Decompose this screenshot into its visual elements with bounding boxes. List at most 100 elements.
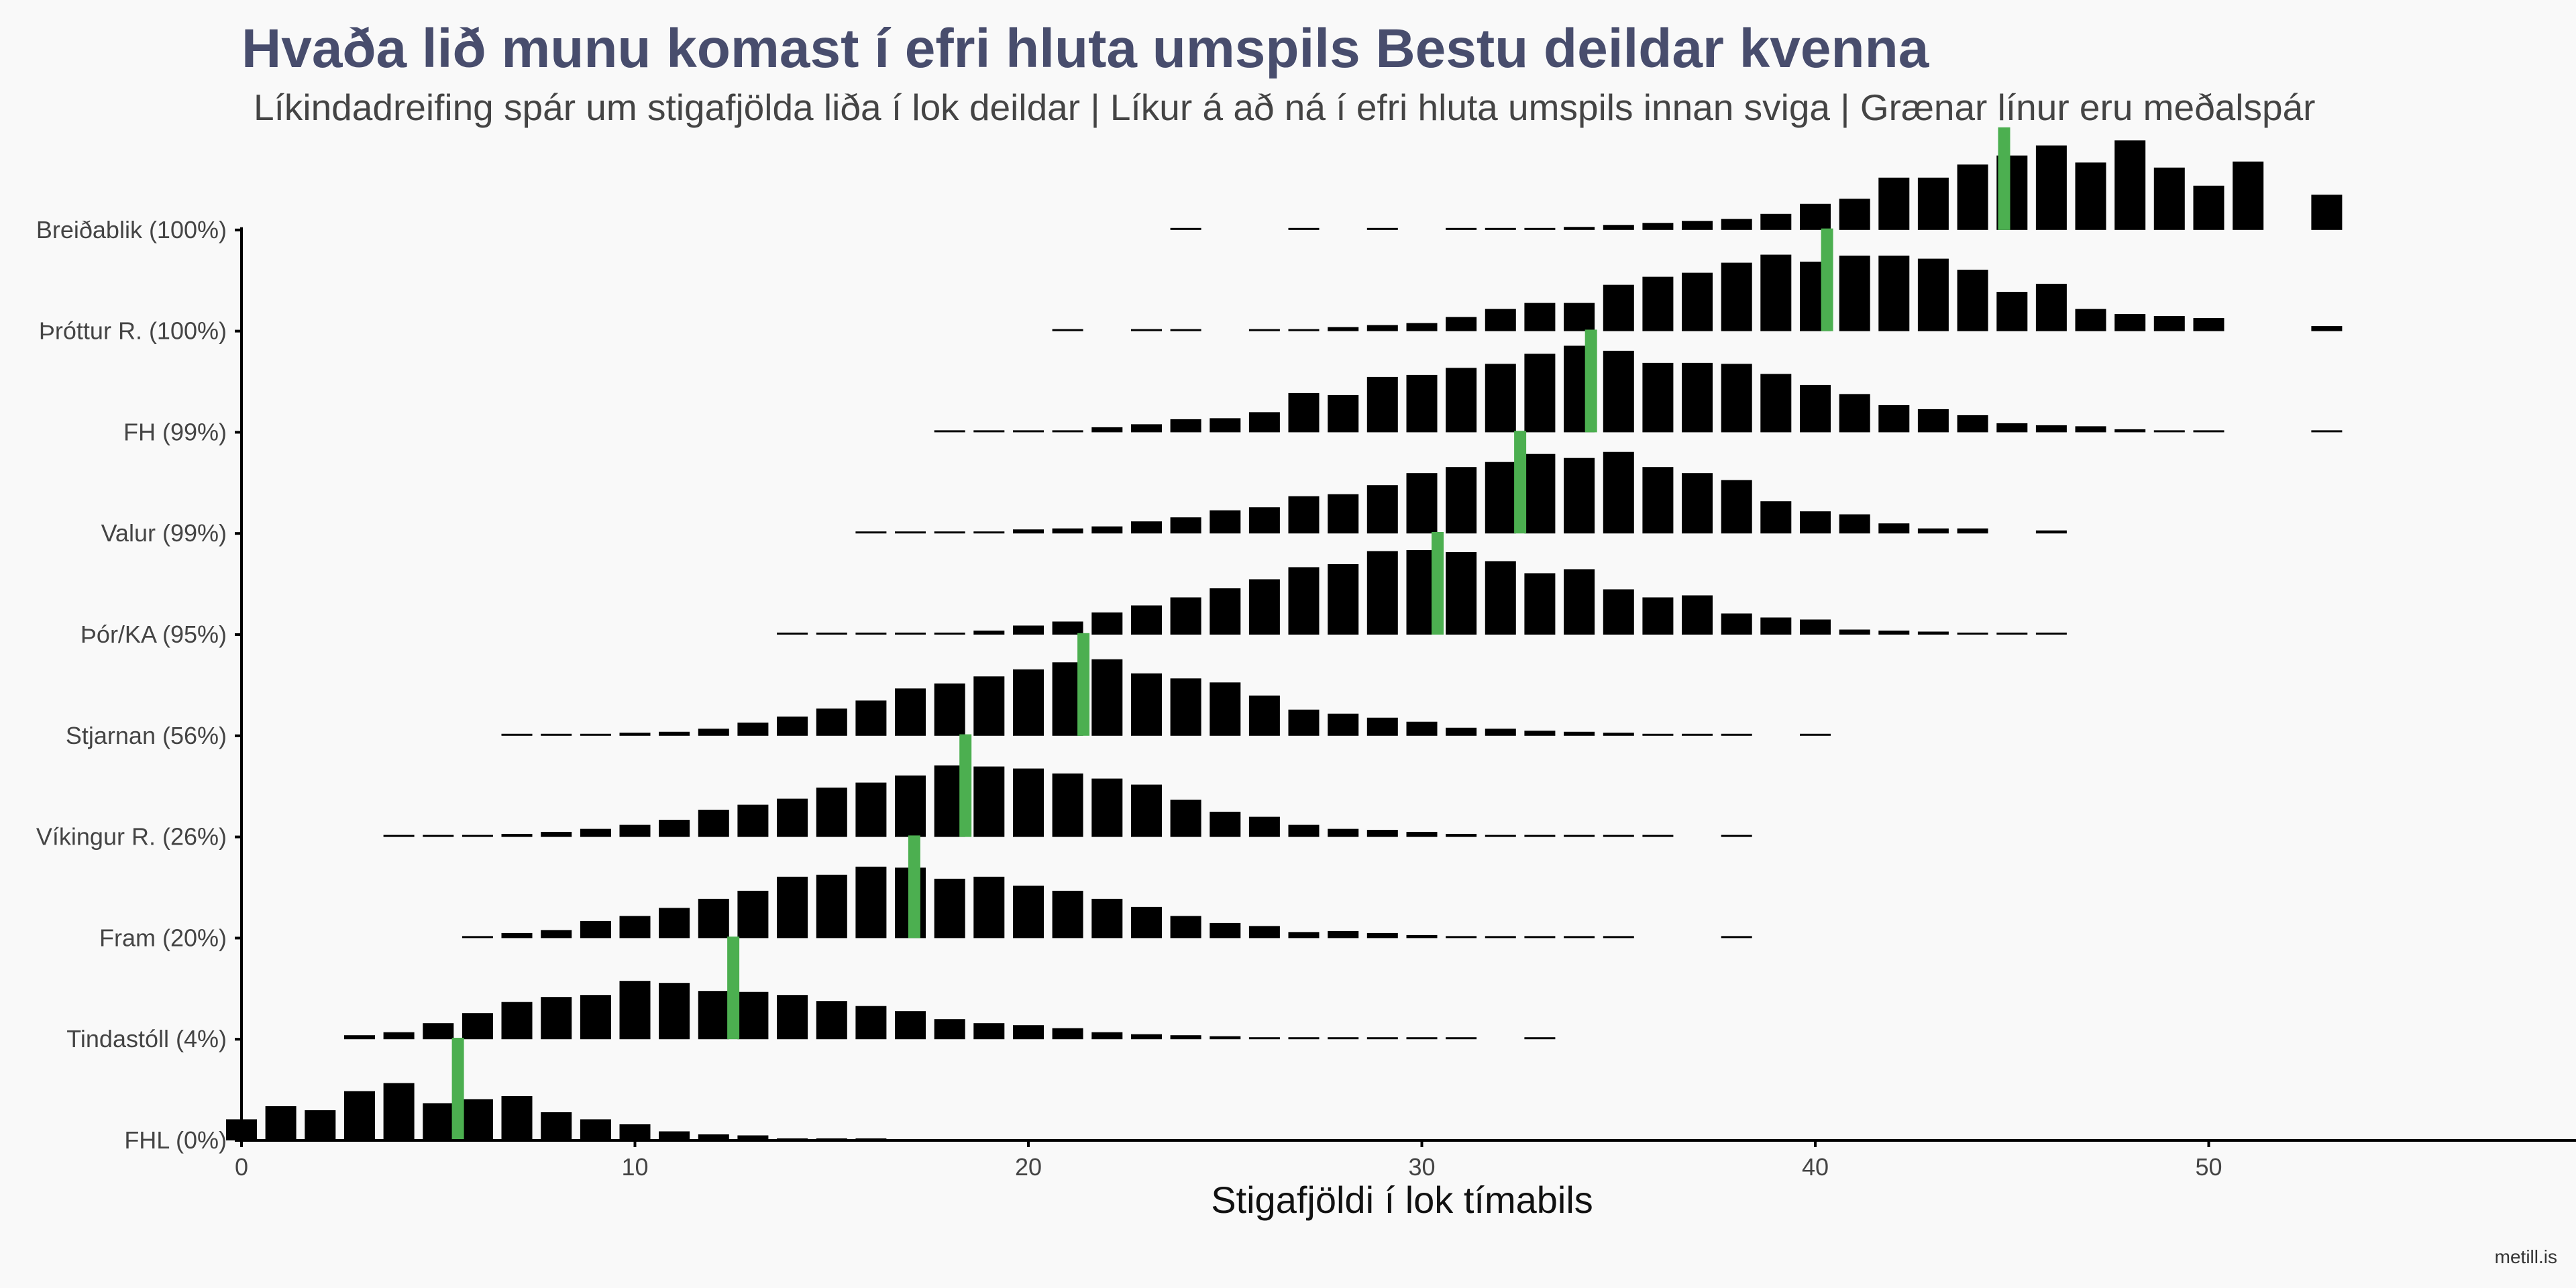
source-caption: metill.is [2494, 1246, 2557, 1267]
distribution-bar [698, 810, 729, 837]
distribution-bar [580, 828, 611, 837]
distribution-bar [855, 1006, 887, 1040]
distribution-bar [1210, 812, 1241, 837]
distribution-bar [1328, 494, 1359, 534]
distribution-bar [541, 733, 572, 736]
distribution-bar [855, 531, 887, 534]
distribution-bar [973, 676, 1005, 736]
distribution-bar [501, 932, 533, 938]
distribution-bar [1524, 1037, 1556, 1040]
distribution-bar [1485, 309, 1516, 331]
distribution-bar [973, 531, 1005, 534]
distribution-bar [1642, 223, 1674, 230]
distribution-bar [1248, 695, 1280, 736]
distribution-bar [2193, 430, 2224, 433]
distribution-bar [659, 731, 690, 736]
distribution-bar [1603, 936, 1634, 938]
distribution-bar [698, 1134, 729, 1140]
mean-marker [959, 734, 972, 837]
distribution-bar [1131, 329, 1162, 331]
distribution-bar [698, 898, 729, 938]
distribution-bar [1800, 619, 1831, 635]
distribution-bar [659, 908, 690, 938]
distribution-bar [1524, 731, 1556, 736]
distribution-bar [1642, 276, 1674, 331]
distribution-bar [1446, 227, 1477, 230]
distribution-bar [1091, 612, 1123, 635]
distribution-bar [1406, 473, 1438, 534]
distribution-bar [1248, 816, 1280, 837]
distribution-bar [2311, 326, 2343, 331]
distribution-bar [1760, 501, 1792, 534]
distribution-bar [1996, 633, 2028, 635]
distribution-bar [541, 997, 572, 1040]
distribution-bar [737, 890, 769, 938]
distribution-bar [1446, 317, 1477, 331]
distribution-bar [1366, 485, 1398, 534]
distribution-bar [1328, 564, 1359, 635]
distribution-bar [1917, 258, 1949, 331]
distribution-bar [1800, 511, 1831, 534]
distribution-bar [1603, 225, 1634, 230]
distribution-bar [1485, 227, 1516, 230]
distribution-bar [1131, 521, 1162, 534]
distribution-bar [1446, 368, 1477, 433]
distribution-bar [1642, 733, 1674, 736]
x-tick-label: 50 [2195, 1153, 2222, 1181]
distribution-bar [1878, 523, 1910, 534]
distribution-bar [1564, 731, 1595, 736]
distribution-bar [1170, 329, 1201, 331]
distribution-bar [1131, 1034, 1162, 1040]
distribution-bar [1839, 514, 1870, 534]
distribution-bar [1131, 605, 1162, 635]
distribution-bar [934, 683, 965, 736]
distribution-bar [423, 1103, 454, 1140]
distribution-bar [2311, 430, 2343, 433]
distribution-bar [1248, 507, 1280, 534]
distribution-bar [1013, 625, 1044, 635]
distribution-bar [737, 804, 769, 837]
distribution-bar [1564, 227, 1595, 230]
distribution-bar [1052, 528, 1083, 534]
distribution-bar [1013, 1025, 1044, 1040]
distribution-bar [1366, 932, 1398, 938]
distribution-bar [855, 782, 887, 837]
distribution-bar [1288, 824, 1320, 837]
distribution-bar [1288, 329, 1320, 331]
distribution-bar [1328, 828, 1359, 837]
distribution-bar [1131, 906, 1162, 938]
distribution-bar [1957, 528, 1988, 534]
distribution-bar [1091, 898, 1123, 938]
distribution-bar [1957, 164, 1988, 230]
distribution-bar [462, 1099, 493, 1140]
distribution-bar [816, 708, 847, 736]
distribution-bar [501, 834, 533, 837]
distribution-bar [1248, 1037, 1280, 1040]
distribution-bar [1878, 256, 1910, 331]
distribution-bar [1052, 430, 1083, 433]
distribution-bar [1564, 303, 1595, 331]
distribution-bar [265, 1106, 297, 1140]
distribution-bar [1210, 1036, 1241, 1040]
distribution-bar [1524, 354, 1556, 433]
distribution-bar [1013, 669, 1044, 736]
distribution-bar [1917, 177, 1949, 230]
distribution-bar [1721, 219, 1752, 230]
distribution-bar [1288, 709, 1320, 736]
distribution-bar [1328, 713, 1359, 736]
distribution-bar [1052, 329, 1083, 331]
distribution-bar [934, 633, 965, 635]
distribution-bar [1248, 579, 1280, 635]
distribution-bar [619, 824, 651, 837]
distribution-bar [2035, 530, 2067, 534]
distribution-bar [1800, 384, 1831, 433]
distribution-bar [1210, 588, 1241, 635]
mean-marker [727, 936, 740, 1040]
chart-title: Hvaða lið munu komast í efri hluta umspi… [241, 18, 1929, 79]
distribution-bar [934, 430, 965, 433]
distribution-bar [1682, 473, 1713, 534]
distribution-bar [1642, 597, 1674, 635]
mean-marker [1585, 329, 1597, 433]
distribution-bar [462, 936, 493, 938]
distribution-bar [1957, 270, 1988, 331]
